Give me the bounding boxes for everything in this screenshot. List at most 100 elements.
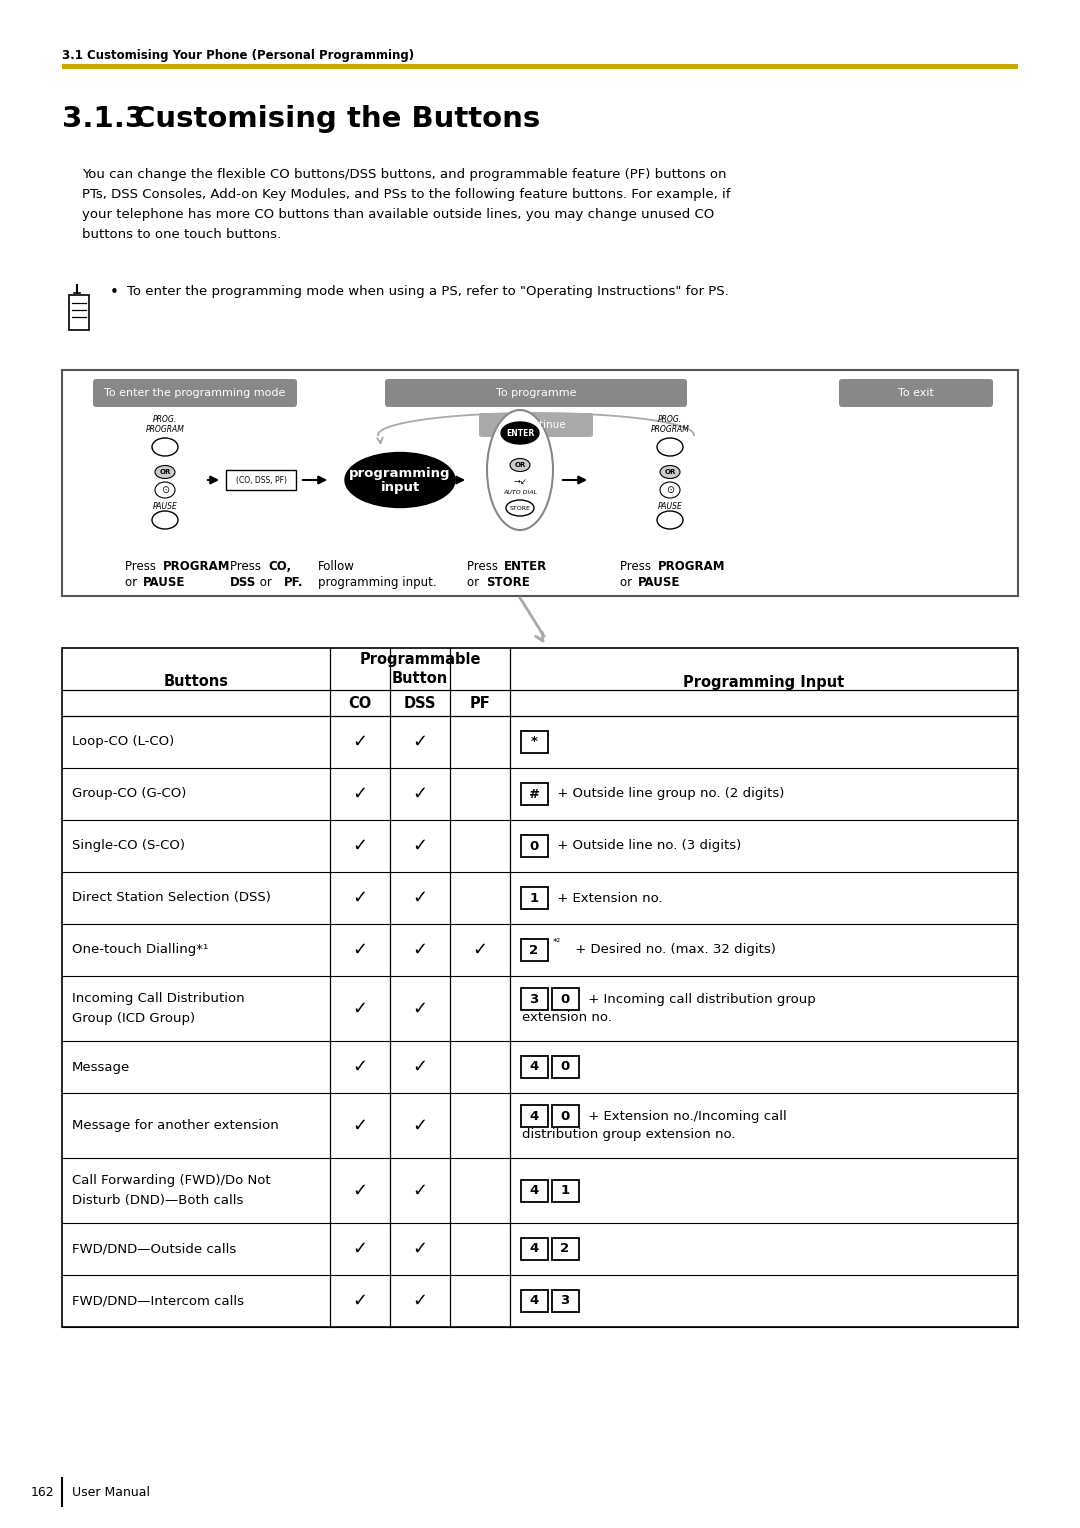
Text: 2: 2 [529, 943, 539, 957]
Text: ⊙: ⊙ [161, 484, 170, 495]
Text: PF: PF [470, 695, 490, 711]
Text: To enter the programming mode: To enter the programming mode [105, 388, 286, 397]
Text: Group (ICD Group): Group (ICD Group) [72, 1012, 195, 1025]
Text: Follow: Follow [318, 559, 355, 573]
FancyBboxPatch shape [521, 834, 548, 857]
Ellipse shape [660, 481, 680, 498]
Text: PROGRAM: PROGRAM [650, 425, 689, 434]
Ellipse shape [501, 422, 539, 445]
FancyBboxPatch shape [552, 1238, 579, 1261]
Bar [69, 295, 89, 330]
Text: DSS: DSS [230, 576, 256, 588]
FancyBboxPatch shape [521, 989, 548, 1010]
Text: ✓: ✓ [413, 733, 428, 750]
Text: Message for another extension: Message for another extension [72, 1118, 279, 1132]
Text: 1: 1 [561, 1184, 569, 1196]
FancyBboxPatch shape [552, 1056, 579, 1077]
Text: PROGRAM: PROGRAM [163, 559, 230, 573]
Text: 2: 2 [561, 1242, 569, 1256]
Text: your telephone has more CO buttons than available outside lines, you may change : your telephone has more CO buttons than … [82, 208, 714, 222]
Text: extension no.: extension no. [522, 1012, 612, 1024]
FancyBboxPatch shape [521, 730, 548, 753]
Text: .: . [524, 576, 528, 588]
Text: OR: OR [514, 461, 526, 468]
Text: PROG.: PROG. [153, 416, 177, 423]
Text: 0: 0 [561, 993, 569, 1005]
Text: 4: 4 [529, 1060, 539, 1074]
Ellipse shape [156, 466, 175, 478]
Text: PAUSE: PAUSE [658, 503, 683, 510]
FancyBboxPatch shape [384, 379, 687, 406]
Bar [62, 64, 1018, 69]
Text: Press: Press [230, 559, 265, 573]
Text: ✓: ✓ [413, 889, 428, 908]
Bar [62, 370, 1018, 596]
Text: Direct Station Selection (DSS): Direct Station Selection (DSS) [72, 891, 271, 905]
Text: 0: 0 [529, 839, 539, 853]
Text: ✓: ✓ [352, 999, 367, 1018]
Text: + Outside line group no. (2 digits): + Outside line group no. (2 digits) [553, 787, 784, 801]
Text: FWD/DND—Outside calls: FWD/DND—Outside calls [72, 1242, 237, 1256]
Text: Buttons: Buttons [163, 674, 229, 689]
Ellipse shape [156, 481, 175, 498]
Text: or: or [467, 576, 483, 588]
Text: You can change the flexible CO buttons/DSS buttons, and programmable feature (PF: You can change the flexible CO buttons/D… [82, 168, 727, 180]
FancyBboxPatch shape [521, 1056, 548, 1077]
Text: (CO, DSS, PF): (CO, DSS, PF) [235, 475, 286, 484]
Ellipse shape [657, 510, 683, 529]
Text: CO,: CO, [268, 559, 292, 573]
Text: 4: 4 [529, 1184, 539, 1196]
Text: STORE: STORE [510, 506, 530, 510]
Text: + Incoming call distribution group: + Incoming call distribution group [584, 993, 815, 1005]
Text: input: input [380, 481, 420, 495]
Text: or: or [256, 576, 275, 588]
Text: STORE: STORE [486, 576, 530, 588]
Text: ✓: ✓ [413, 837, 428, 856]
Text: PROGRAM: PROGRAM [658, 559, 726, 573]
Text: To continue: To continue [507, 420, 566, 429]
Text: To programme: To programme [496, 388, 577, 397]
Text: Message: Message [72, 1060, 131, 1074]
Text: ✓: ✓ [413, 1117, 428, 1134]
Text: ✓: ✓ [352, 785, 367, 804]
Text: + Extension no.: + Extension no. [553, 891, 663, 905]
FancyBboxPatch shape [552, 1180, 579, 1201]
Text: ENTER: ENTER [504, 559, 548, 573]
Text: 0: 0 [561, 1109, 569, 1123]
Text: 3: 3 [561, 1294, 569, 1308]
Text: *²: *² [553, 938, 562, 947]
Text: Press: Press [620, 559, 654, 573]
FancyBboxPatch shape [521, 1105, 548, 1128]
Text: 0: 0 [561, 1060, 569, 1074]
Text: CO: CO [349, 695, 372, 711]
Text: DSS: DSS [404, 695, 436, 711]
Text: 3.1 Customising Your Phone (Personal Programming): 3.1 Customising Your Phone (Personal Pro… [62, 49, 414, 61]
Text: distribution group extension no.: distribution group extension no. [522, 1128, 735, 1141]
Text: ✓: ✓ [352, 733, 367, 750]
Text: 3.1.3: 3.1.3 [62, 105, 145, 133]
Text: PAUSE: PAUSE [152, 503, 177, 510]
Text: ✓: ✓ [413, 999, 428, 1018]
Ellipse shape [507, 500, 534, 516]
Text: ⊙: ⊙ [666, 484, 674, 495]
Text: 4: 4 [529, 1294, 539, 1308]
Text: ✓: ✓ [352, 941, 367, 960]
Text: Loop-CO (L-CO): Loop-CO (L-CO) [72, 735, 174, 749]
Text: or: or [125, 576, 140, 588]
FancyBboxPatch shape [521, 1290, 548, 1313]
Text: ✓: ✓ [352, 889, 367, 908]
Text: PAUSE: PAUSE [638, 576, 680, 588]
Text: Press: Press [467, 559, 502, 573]
Text: ✓: ✓ [413, 1181, 428, 1199]
Text: or: or [620, 576, 636, 588]
Text: #: # [528, 787, 540, 801]
Text: PTs, DSS Consoles, Add-on Key Modules, and PSs to the following feature buttons.: PTs, DSS Consoles, Add-on Key Modules, a… [82, 188, 730, 202]
FancyBboxPatch shape [521, 782, 548, 805]
Text: Incoming Call Distribution: Incoming Call Distribution [72, 992, 245, 1005]
Text: 3: 3 [529, 993, 539, 1005]
Text: FWD/DND—Intercom calls: FWD/DND—Intercom calls [72, 1294, 244, 1308]
Text: ✓: ✓ [352, 1057, 367, 1076]
Ellipse shape [152, 510, 178, 529]
FancyBboxPatch shape [552, 989, 579, 1010]
Text: →↙: →↙ [513, 477, 527, 486]
